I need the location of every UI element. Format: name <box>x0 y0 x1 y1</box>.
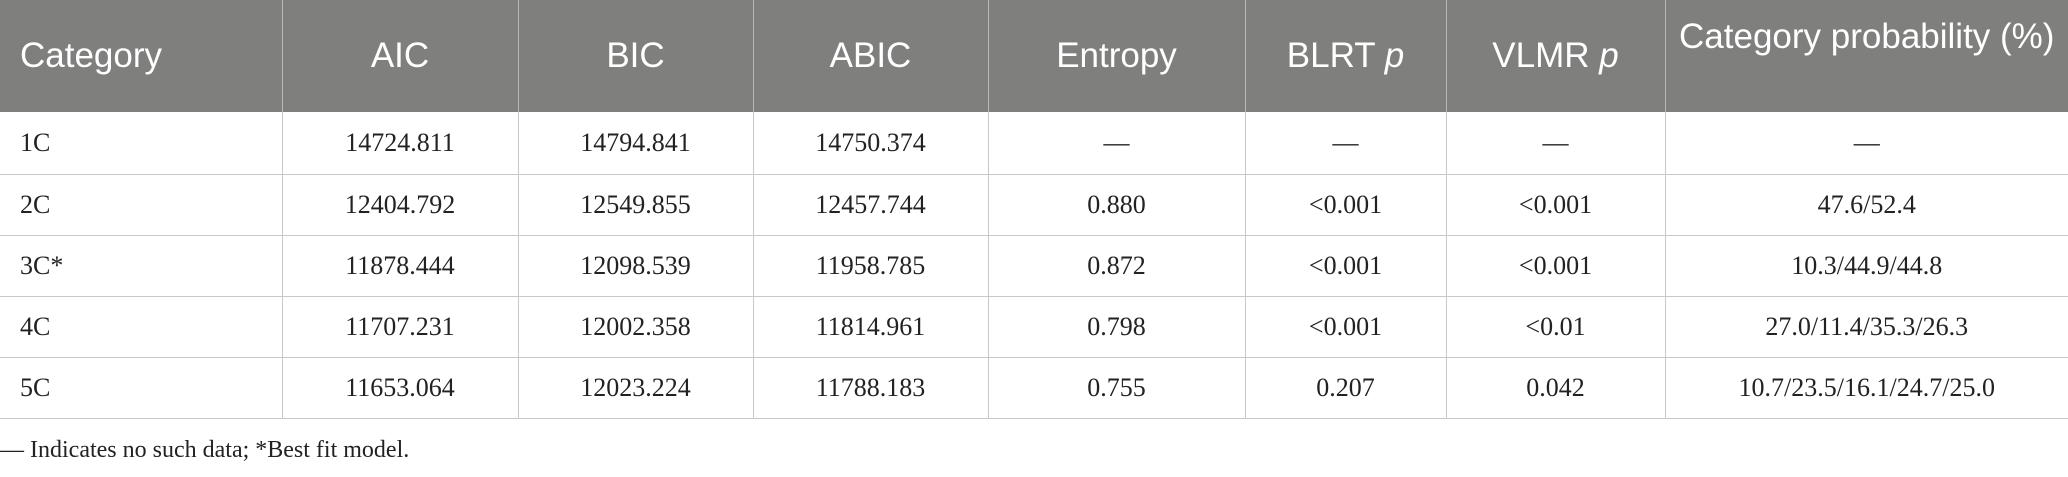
header-italic-p: p <box>1599 36 1619 75</box>
cell-aic: 12404.792 <box>282 174 519 236</box>
cell-bic: 12098.539 <box>518 235 754 297</box>
header-category: Category <box>0 0 283 112</box>
cell-category-probability: 10.3/44.9/44.8 <box>1665 235 2068 297</box>
table-header: Category AIC BIC ABIC Entropy BLRT p VLM… <box>0 0 2068 112</box>
header-label: BLRT <box>1286 36 1385 75</box>
header-label: VLMR <box>1492 36 1600 75</box>
cell-category-probability: — <box>1665 112 2068 175</box>
header-italic-p: p <box>1384 36 1405 75</box>
cell-blrt-p: — <box>1245 112 1447 175</box>
cell-category-probability: 27.0/11.4/35.3/26.3 <box>1665 296 2068 358</box>
cell-abic: 14750.374 <box>753 112 989 175</box>
header-bic: BIC <box>518 0 754 112</box>
cell-category: 4C <box>0 296 283 358</box>
header-row: Category AIC BIC ABIC Entropy BLRT p VLM… <box>0 0 2068 112</box>
table-row: 1C 14724.811 14794.841 14750.374 — — — — <box>0 112 2068 175</box>
table-row: 3C* 11878.444 12098.539 11958.785 0.872 … <box>0 235 2068 297</box>
cell-category: 1C <box>0 112 283 175</box>
table-row: 2C 12404.792 12549.855 12457.744 0.880 <… <box>0 174 2068 236</box>
cell-vlmr-p: 0.042 <box>1446 357 1666 419</box>
cell-vlmr-p: <0.001 <box>1446 174 1666 236</box>
cell-category: 3C* <box>0 235 283 297</box>
header-label: Category <box>20 36 163 75</box>
cell-abic: 11814.961 <box>753 296 989 358</box>
header-abic: ABIC <box>753 0 989 112</box>
table-body: 1C 14724.811 14794.841 14750.374 — — — —… <box>0 112 2068 419</box>
cell-vlmr-p: — <box>1446 112 1666 175</box>
cell-entropy: — <box>988 112 1246 175</box>
cell-aic: 11878.444 <box>282 235 519 297</box>
header-vlmr-p: VLMR p <box>1446 0 1666 112</box>
cell-bic: 12023.224 <box>518 357 754 419</box>
cell-bic: 12002.358 <box>518 296 754 358</box>
header-label: AIC <box>370 36 430 75</box>
cell-vlmr-p: <0.001 <box>1446 235 1666 297</box>
cell-blrt-p: <0.001 <box>1245 235 1447 297</box>
header-entropy: Entropy <box>988 0 1246 112</box>
cell-entropy: 0.755 <box>988 357 1246 419</box>
table-row: 5C 11653.064 12023.224 11788.183 0.755 0… <box>0 357 2068 419</box>
header-label: Category probability (%) <box>1679 17 2055 56</box>
cell-aic: 11653.064 <box>282 357 519 419</box>
header-label: BIC <box>606 36 665 75</box>
cell-entropy: 0.798 <box>988 296 1246 358</box>
cell-category-probability: 10.7/23.5/16.1/24.7/25.0 <box>1665 357 2068 419</box>
cell-entropy: 0.880 <box>988 174 1246 236</box>
table-row: 4C 11707.231 12002.358 11814.961 0.798 <… <box>0 296 2068 358</box>
cell-vlmr-p: <0.01 <box>1446 296 1666 358</box>
model-fit-table: Category AIC BIC ABIC Entropy BLRT p VLM… <box>0 0 2068 419</box>
cell-aic: 14724.811 <box>282 112 519 175</box>
cell-blrt-p: 0.207 <box>1245 357 1447 419</box>
cell-entropy: 0.872 <box>988 235 1246 297</box>
cell-bic: 12549.855 <box>518 174 754 236</box>
cell-abic: 11958.785 <box>753 235 989 297</box>
cell-abic: 11788.183 <box>753 357 989 419</box>
table-footnote: — Indicates no such data; *Best fit mode… <box>0 437 410 463</box>
cell-category: 2C <box>0 174 283 236</box>
cell-category-probability: 47.6/52.4 <box>1665 174 2068 236</box>
header-label: ABIC <box>829 36 912 75</box>
cell-bic: 14794.841 <box>518 112 754 175</box>
header-label: Entropy <box>1056 36 1177 75</box>
cell-blrt-p: <0.001 <box>1245 296 1447 358</box>
cell-category: 5C <box>0 357 283 419</box>
cell-abic: 12457.744 <box>753 174 989 236</box>
cell-aic: 11707.231 <box>282 296 519 358</box>
header-blrt-p: BLRT p <box>1245 0 1447 112</box>
header-aic: AIC <box>282 0 519 112</box>
header-category-probability: Category probability (%) <box>1665 0 2068 112</box>
results-table-container: Category AIC BIC ABIC Entropy BLRT p VLM… <box>0 0 2068 419</box>
cell-blrt-p: <0.001 <box>1245 174 1447 236</box>
